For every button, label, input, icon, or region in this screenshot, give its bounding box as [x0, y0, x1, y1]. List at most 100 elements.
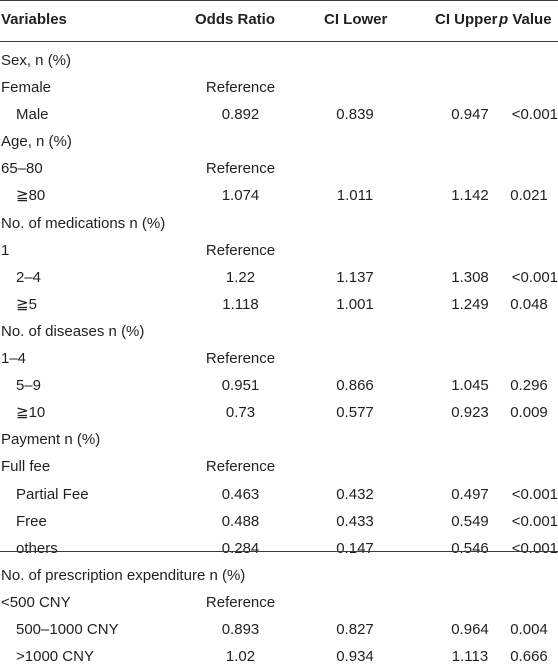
row-ci-lower: 0.866: [336, 377, 374, 395]
table-row: ≧5 1.118 1.001 1.249 0.048: [0, 291, 558, 318]
row-odds-ratio: 0.893: [221, 620, 260, 638]
row-variable-label: Sex, n (%): [1, 52, 72, 69]
row-p-value: <0.001: [511, 485, 558, 503]
row-p-value: 0.021: [510, 187, 548, 205]
row-variable-label: Payment n (%): [1, 431, 101, 449]
row-variable-label: Free: [16, 512, 47, 530]
row-odds-ratio: Reference: [205, 458, 276, 476]
row-ci-upper: 0.549: [451, 512, 489, 530]
table-header: Variables Odds Ratio CI Lower CI Upper p…: [0, 0, 558, 41]
row-p-value: 0.009: [510, 404, 548, 422]
table-row: No. of prescription expenditure n (%): [0, 562, 558, 589]
row-ci-upper: 1.142: [451, 187, 489, 205]
row-variable-label: 5–9: [16, 377, 42, 395]
row-ci-lower: 1.137: [336, 268, 374, 286]
row-variable-label: 2–4: [16, 268, 42, 286]
row-p-value: 0.666: [510, 648, 548, 666]
row-p-value: <0.001: [511, 106, 558, 124]
row-odds-ratio: 0.951: [221, 377, 260, 395]
row-variable-label: 1–4: [1, 350, 27, 368]
row-variable-label: ≧10: [16, 404, 46, 422]
row-ci-lower: 0.839: [336, 106, 374, 124]
row-odds-ratio: 1.02: [225, 648, 256, 666]
row-odds-ratio: 1.074: [221, 187, 260, 205]
row-variable-label: Age, n (%): [1, 133, 72, 151]
row-ci-upper: 0.497: [451, 485, 489, 503]
row-ci-upper: 0.947: [451, 106, 489, 124]
header-variables: Variables: [1, 11, 67, 28]
row-variable-label: No. of diseases n (%): [1, 322, 145, 340]
table-row: Male 0.892 0.839 0.947 <0.001: [0, 101, 558, 128]
table-row: Free 0.488 0.433 0.549 <0.001: [0, 508, 558, 535]
row-ci-lower: 0.432: [336, 485, 374, 503]
row-ci-upper: 1.308: [451, 268, 489, 286]
header-p-letter: p: [499, 11, 509, 28]
row-odds-ratio: 1.118: [222, 295, 259, 313]
table-row: Full fee Reference: [0, 453, 558, 480]
table-row: No. of diseases n (%): [0, 318, 558, 345]
row-p-value: 0.296: [510, 377, 548, 395]
row-variable-label: Female: [1, 79, 52, 97]
table-row: Age, n (%): [0, 128, 558, 155]
row-variable-label: others: [16, 539, 58, 557]
row-odds-ratio: 0.892: [221, 106, 260, 124]
row-ci-lower: 0.827: [336, 620, 374, 638]
row-odds-ratio: Reference: [205, 241, 276, 259]
row-ci-upper: 0.923: [451, 404, 489, 422]
table-row: 500–1000 CNY 0.893 0.827 0.964 0.004: [0, 616, 558, 643]
table-row: 1 Reference: [0, 237, 558, 264]
row-ci-upper: 1.249: [451, 295, 489, 313]
table-row: 2–4 1.22 1.137 1.308 <0.001: [0, 264, 558, 291]
header-ci-lower: CI Lower: [324, 11, 388, 28]
table-row: Payment n (%): [0, 426, 558, 453]
table-row: <500 CNY Reference: [0, 589, 558, 616]
row-ci-upper: 1.045: [451, 377, 489, 395]
row-variable-label: 500–1000 CNY: [16, 620, 119, 638]
row-ci-upper: 0.546: [451, 539, 489, 557]
row-odds-ratio: Reference: [205, 350, 276, 368]
header-ci-upper: CI Upper: [435, 11, 498, 28]
row-odds-ratio: 0.284: [221, 539, 260, 557]
table-row: Sex, n (%): [0, 47, 558, 74]
row-p-value: <0.001: [511, 539, 558, 557]
row-ci-lower: 0.934: [336, 648, 374, 666]
row-variable-label: 1: [1, 241, 10, 259]
row-variable-label: 65–80: [1, 160, 43, 178]
header-p-value: p Value: [499, 10, 552, 30]
row-ci-lower: 0.433: [336, 512, 374, 530]
table-body: Sex, n (%) Female Reference Male 0.892 0.839 0…: [0, 47, 558, 670]
row-variable-label: ≧80: [16, 187, 46, 205]
row-odds-ratio: Reference: [205, 79, 276, 97]
row-variable-label: >1000 CNY: [16, 648, 94, 666]
header-value-word: Value: [508, 11, 552, 28]
row-ci-lower: 1.001: [336, 295, 374, 313]
row-p-value: 0.004: [510, 620, 548, 638]
row-odds-ratio: Reference: [205, 160, 276, 178]
table-row: ≧10 0.73 0.577 0.923 0.009: [0, 399, 558, 426]
table-row: 65–80 Reference: [0, 155, 558, 182]
table-bottom-rule: [0, 551, 558, 552]
row-p-value: 0.048: [510, 295, 548, 313]
row-variable-label: No. of medications n (%): [1, 214, 166, 232]
table-row: >1000 CNY 1.02 0.934 1.113 0.666: [0, 643, 558, 670]
table-row: 1–4 Reference: [0, 345, 558, 372]
row-ci-lower: 1.011: [336, 187, 374, 205]
row-odds-ratio: 0.488: [221, 512, 260, 530]
row-variable-label: No. of prescription expenditure n (%): [1, 566, 246, 584]
row-p-value: <0.001: [511, 268, 558, 286]
row-ci-upper: 1.113: [451, 648, 489, 666]
row-odds-ratio: Reference: [205, 593, 276, 611]
row-variable-label: Full fee: [1, 458, 51, 476]
row-ci-lower: 0.577: [336, 404, 374, 422]
table-header-rule: [0, 41, 558, 42]
table-top-rule: [0, 0, 558, 1]
row-variable-label: <500 CNY: [1, 593, 71, 611]
row-ci-lower: 0.147: [336, 539, 374, 557]
table-row: ≧80 1.074 1.011 1.142 0.021: [0, 182, 558, 209]
row-p-value: <0.001: [511, 512, 558, 530]
row-ci-upper: 0.964: [451, 620, 489, 638]
row-variable-label: Partial Fee: [16, 485, 89, 503]
table-row: 5–9 0.951 0.866 1.045 0.296: [0, 372, 558, 399]
row-odds-ratio: 0.463: [221, 485, 260, 503]
